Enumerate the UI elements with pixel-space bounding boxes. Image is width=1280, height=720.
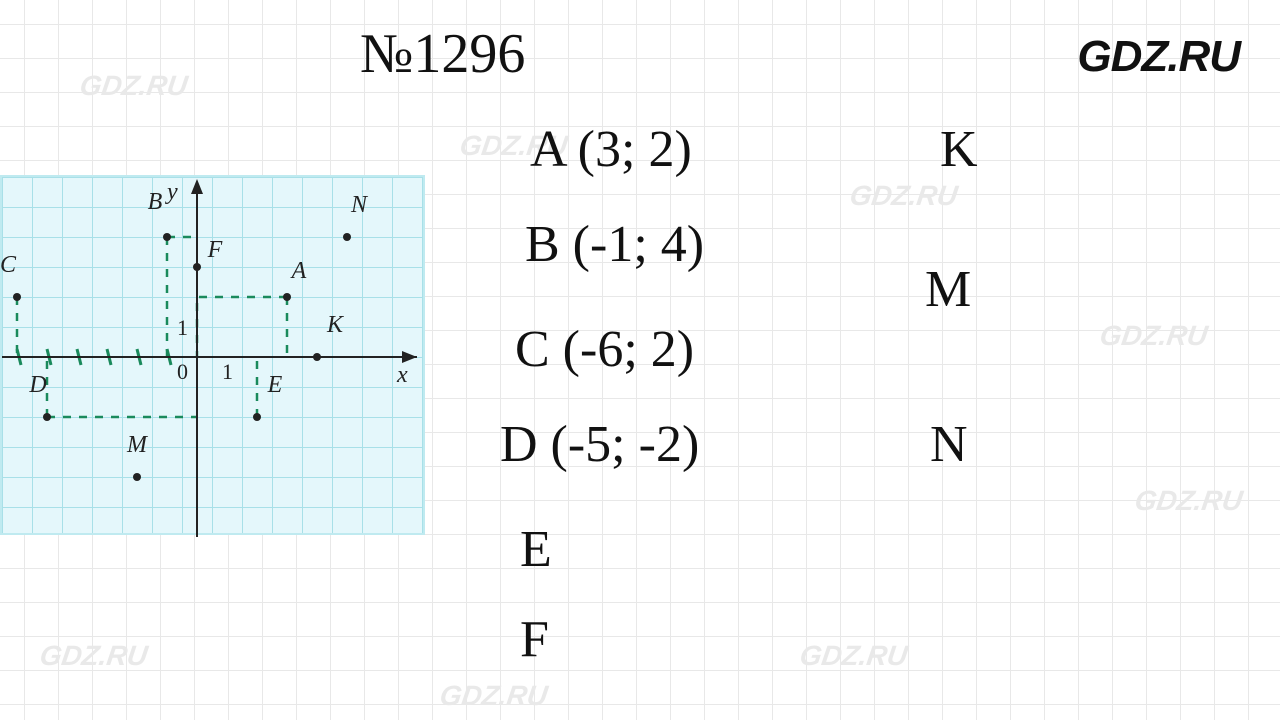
axis-label: x	[397, 362, 408, 389]
coord-entry: A (3; 2)	[530, 120, 692, 179]
point-label-E: E	[268, 372, 283, 399]
axis-label: 0	[177, 359, 188, 385]
axis-label: 1	[222, 359, 233, 385]
axis-label: y	[167, 179, 178, 206]
graph-svg	[2, 177, 427, 537]
letter-entry: K	[940, 120, 978, 179]
point-label-K: K	[327, 312, 343, 339]
coord-entry: E	[520, 520, 552, 579]
point-label-F: F	[208, 237, 223, 264]
logo: GDZ.RU	[1077, 32, 1240, 82]
coordinate-graph: A B C D E F K M Ny x 0 1 1	[0, 175, 425, 535]
problem-number: №1296	[360, 22, 525, 86]
point-label-C: C	[0, 252, 16, 279]
point-label-M: M	[127, 432, 147, 459]
point-label-N: N	[351, 192, 367, 219]
point-label-B: B	[148, 189, 163, 216]
point-label-A: A	[292, 258, 307, 285]
coord-entry: D (-5; -2)	[500, 415, 699, 474]
coord-entry: B (-1; 4)	[525, 215, 704, 274]
letter-entry: N	[930, 415, 968, 474]
coord-entry: C (-6; 2)	[515, 320, 694, 379]
letter-entry: M	[925, 260, 971, 319]
coord-entry: F	[520, 610, 549, 669]
axis-label: 1	[177, 315, 188, 341]
point-label-D: D	[29, 372, 46, 399]
